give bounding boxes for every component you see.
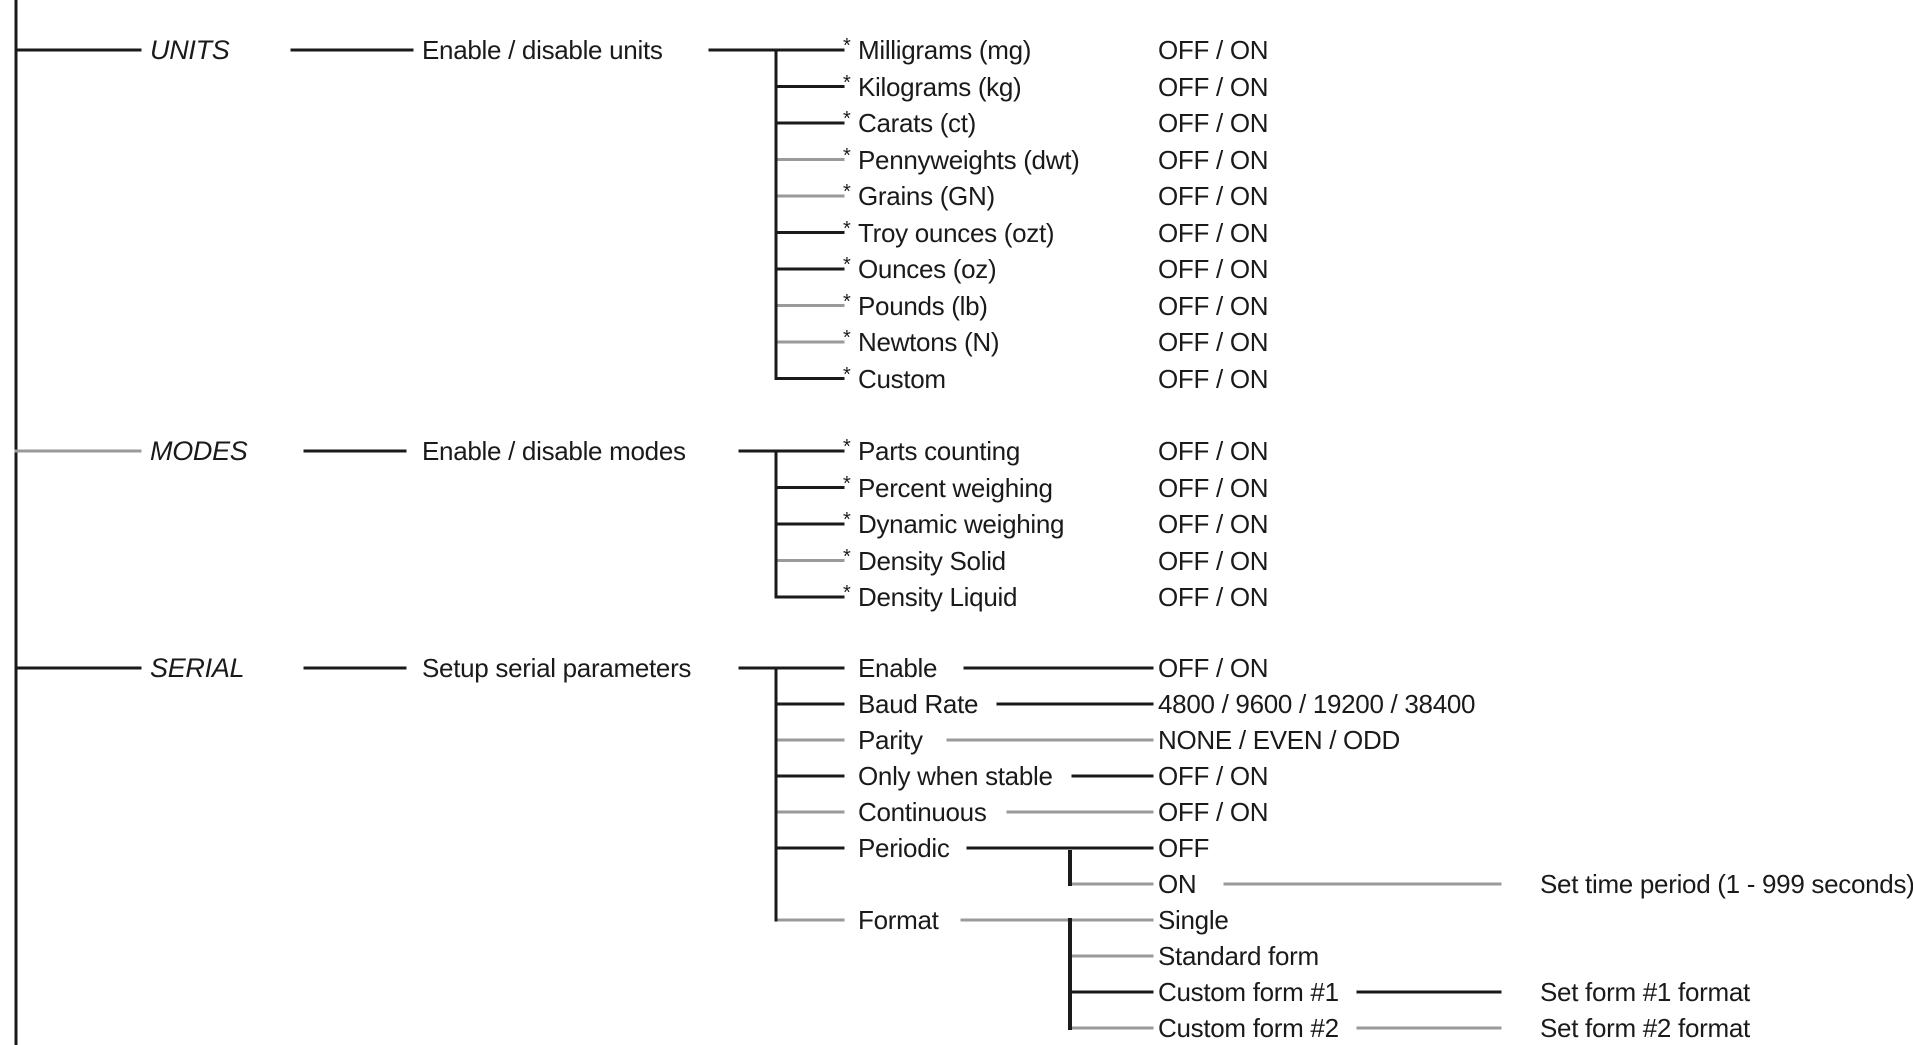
default-marker: * [843,181,851,203]
option-label: Single [1158,905,1229,935]
category-label: UNITS [150,35,230,65]
default-marker: * [843,35,851,57]
item-value: OFF / ON [1158,363,1269,394]
option-label: Standard form [1158,941,1319,971]
default-marker: * [843,217,851,240]
item-label: Percent weighing [858,472,1053,503]
default-marker: * [843,71,851,94]
item-value: OFF / ON [1158,327,1269,357]
default-marker: * [843,545,851,568]
item-value: OFF / ON [1158,217,1269,248]
item-label: Dynamic weighing [858,509,1065,539]
description-label: Enable / disable modes [422,436,686,466]
default-marker: * [843,108,851,130]
default-marker: * [843,290,851,313]
option-label: Custom form #2 [1158,1013,1339,1043]
item-label: Carats (ct) [858,108,977,138]
item-label: Only when stable [858,761,1053,791]
item-label: Parity [858,725,923,755]
item-label: Troy ounces (ozt) [858,217,1055,248]
default-marker: * [843,254,851,276]
item-value: OFF / ON [1158,472,1269,503]
default-marker: * [843,582,851,604]
default-marker: * [843,363,851,386]
item-value: OFF / ON [1158,436,1269,466]
item-label: Enable [858,653,938,683]
default-marker: * [843,472,851,495]
option-label: Custom form #1 [1158,977,1339,1007]
default-marker: * [843,509,851,531]
item-label: Format [858,905,939,935]
item-value: OFF / ON [1158,35,1269,65]
default-marker: * [843,327,851,349]
item-label: Milligrams (mg) [858,35,1032,65]
action-label: Set form #2 format [1540,1013,1750,1043]
description-label: Enable / disable units [422,35,663,65]
item-value: OFF / ON [1158,254,1269,284]
item-value: OFF / ON [1158,509,1269,539]
item-label: Parts counting [858,436,1021,466]
item-label: Kilograms (kg) [858,71,1022,102]
item-value: OFF / ON [1158,71,1269,102]
action-label: Set time period (1 - 999 seconds) [1540,869,1913,899]
item-value: OFF / ON [1158,108,1269,138]
item-label: Pennyweights (dwt) [858,144,1080,175]
item-value: OFF / ON [1158,653,1269,683]
item-label: Pounds (lb) [858,290,988,321]
category-label: SERIAL [150,653,245,683]
option-label: OFF [1158,833,1210,863]
item-label: Ounces (oz) [858,254,997,284]
item-label: Grains (GN) [858,181,995,211]
item-label: Baud Rate [858,689,979,719]
item-value: OFF / ON [1158,545,1269,576]
item-value: OFF / ON [1158,181,1269,211]
option-label: ON [1158,869,1197,899]
item-label: Custom [858,363,946,394]
default-marker: * [843,144,851,167]
item-label: Density Solid [858,545,1006,576]
item-value: OFF / ON [1158,144,1269,175]
item-label: Periodic [858,833,950,863]
item-value: OFF / ON [1158,290,1269,321]
action-label: Set form #1 format [1540,977,1750,1007]
item-value: OFF / ON [1158,582,1269,612]
category-label: MODES [150,436,248,466]
item-label: Continuous [858,797,987,827]
item-value: NONE / EVEN / ODD [1158,725,1400,755]
item-value: OFF / ON [1158,761,1269,791]
item-value: OFF / ON [1158,797,1269,827]
item-label: Newtons (N) [858,327,1000,357]
default-marker: * [843,436,851,458]
item-value: 4800 / 9600 / 19200 / 38400 [1158,689,1476,719]
item-label: Density Liquid [858,582,1018,612]
description-label: Setup serial parameters [422,653,692,683]
